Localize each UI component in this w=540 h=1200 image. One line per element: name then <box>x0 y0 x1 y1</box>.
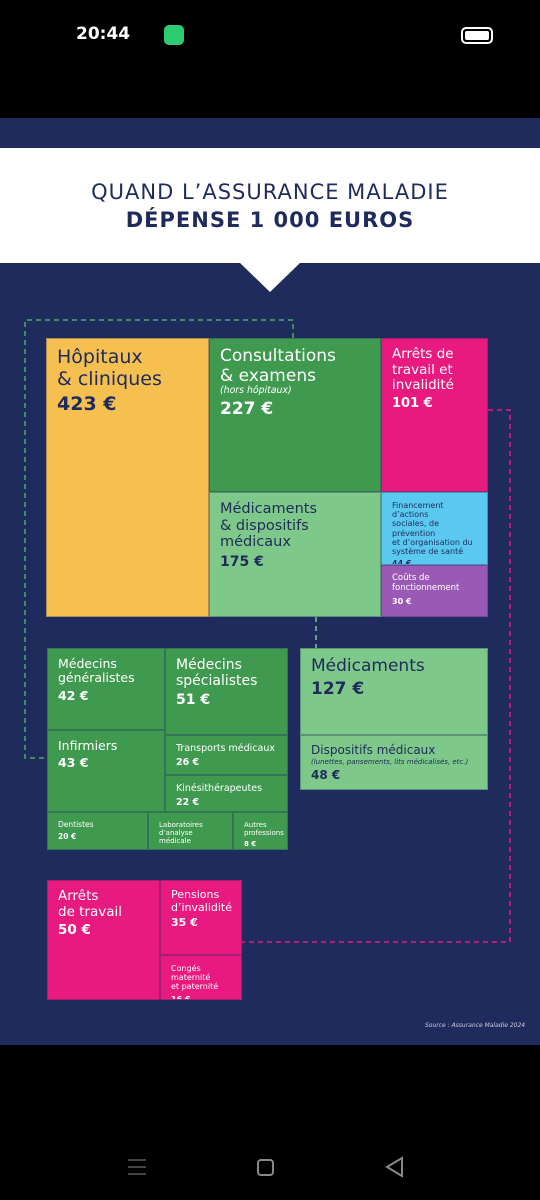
status-icons <box>164 25 493 45</box>
header-line1: QUAND L’ASSURANCE MALADIE <box>91 180 449 204</box>
cell-label: médicaux <box>220 534 291 551</box>
treemap-cell: Dentistes 20 € <box>47 812 148 850</box>
cell-amount: 423 € <box>57 392 117 415</box>
cell-label: Médecins <box>58 656 117 671</box>
cell-label: spécialistes <box>176 673 258 690</box>
cell-amount: 48 € <box>311 767 341 782</box>
treemap-cell: Arrêts de travail et invalidité 101 € <box>381 338 488 492</box>
cell-label: Dentistes <box>58 820 94 829</box>
cell-amount: 30 € <box>392 596 412 606</box>
cell-label: Hôpitaux <box>57 346 143 368</box>
treemap-cell: Kinésithérapeutes 22 € <box>165 775 288 812</box>
treemap-cell: Congés maternité et paternité 16 € <box>160 955 242 1000</box>
treemap-cell: Coûts de fonctionnement 30 € <box>381 565 488 617</box>
cell-label: système de santé <box>392 546 464 556</box>
treemap-cell: Arrêts de travail 50 € <box>47 880 160 1000</box>
cell-label: Médicaments <box>220 501 317 517</box>
treemap-cell: Pensions d’invalidité 35 € <box>160 880 242 955</box>
cell-label: et d’organisation du <box>392 537 473 547</box>
cell-label: Médecins <box>176 657 242 673</box>
cell-label: d’invalidité <box>171 900 232 914</box>
treemap-cell: Dispositifs médicaux (lunettes, pansement… <box>300 735 488 790</box>
cell-label: Consultations <box>220 346 336 366</box>
cell-amount: 127 € <box>311 678 365 699</box>
cell-amount: 175 € <box>220 554 264 571</box>
cell-amount: 26 € <box>176 756 200 768</box>
cell-label: Médicaments <box>311 656 425 676</box>
cell-note: (hors hôpitaux) <box>220 385 292 397</box>
cell-amount: 51 € <box>176 692 211 709</box>
cell-label: & dispositifs <box>220 517 309 534</box>
treemap-cell: Infirmiers 43 € <box>47 730 165 812</box>
cell-label: fonctionnement <box>392 582 460 593</box>
treemap-cell: Médicaments 127 € <box>300 648 488 735</box>
nav <box>128 1159 146 1175</box>
cell-label: professions <box>244 829 284 838</box>
cell-amount: 227 € <box>220 398 274 419</box>
cell-label: Dispositifs médicaux <box>311 743 436 757</box>
cell-amount: 16 € <box>171 994 191 1000</box>
treemap-cell: Médicaments & dispositifs médicaux 175 € <box>209 492 381 617</box>
cell-amount: 44 € <box>392 559 412 565</box>
cell-label: Arrêts de <box>392 346 454 362</box>
cell-label: travail et <box>392 361 453 378</box>
treemap-cell: Autres professions 8 € <box>233 812 288 850</box>
cell-label: Congés maternité <box>171 964 211 983</box>
treemap-cell: Médecins spécialistes 51 € <box>165 648 288 735</box>
cell-label: de travail <box>58 903 123 920</box>
cell-label: Autres <box>244 821 267 829</box>
cell-label: Kinésithérapeutes <box>176 783 263 794</box>
cell-label: d’analyse médicale <box>159 829 193 846</box>
cell-label: Laboratoires <box>159 821 203 829</box>
cell-label: Arrêts <box>58 888 99 904</box>
cell-amount: 20 € <box>58 831 77 841</box>
cell-label: Infirmiers <box>58 738 118 753</box>
treemap-cell: Hôpitaux & cliniques 423 € <box>46 338 209 617</box>
source: Source : Assurance Maladie 2024 <box>425 1022 526 1029</box>
treemap-cell: Consultations & examens (hors hôpitaux) 227… <box>209 338 381 492</box>
cell-amount: 101 € <box>392 395 433 411</box>
cell-label: Financement d’actions <box>392 501 444 520</box>
cell-amount: 15 € <box>159 848 222 849</box>
cell-amount: 35 € <box>171 916 198 930</box>
cell-amount: 42 € <box>58 687 89 703</box>
cell-label: Coûts de <box>392 573 430 583</box>
treemap-cell: Financement d’actions sociales, de préven… <box>381 492 488 565</box>
cell-label: généralistes <box>58 670 135 686</box>
cell-amount: 22 € <box>176 796 200 808</box>
cell-label: sociales, de prévention <box>392 519 439 538</box>
cell-label: invalidité <box>392 377 454 394</box>
cell-label: Transports médicaux <box>176 743 276 754</box>
treemap-cell: Médecins généralistes 42 € <box>47 648 165 730</box>
cell-amount: 43 € <box>58 755 89 771</box>
cell-label: et paternité <box>171 982 219 992</box>
status-time: 20:44 <box>76 24 131 44</box>
cell-note: (lunettes, pansements, lits médicalisés,… <box>311 757 469 766</box>
cell-label: & cliniques <box>57 367 162 390</box>
cell-amount: 8 € <box>244 840 257 849</box>
header-line2: DÉPENSE 1 000 EUROS <box>125 208 415 232</box>
cell-label: & examens <box>220 365 316 386</box>
cell-label: Pensions <box>171 888 220 901</box>
treemap-cell: Transports médicaux 26 € <box>165 735 288 775</box>
cell-amount: 50 € <box>58 922 91 939</box>
